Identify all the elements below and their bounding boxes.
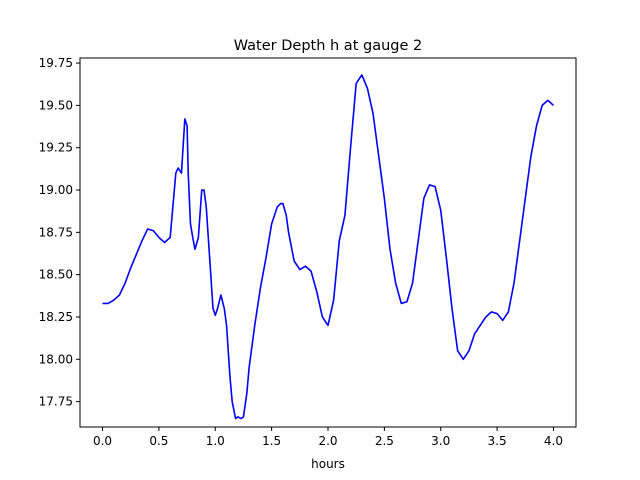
- y-tick-label: 19.00: [39, 183, 73, 197]
- y-tick-label: 18.00: [39, 352, 73, 366]
- y-tick-label: 18.25: [39, 310, 73, 324]
- chart-title: Water Depth h at gauge 2: [234, 38, 422, 54]
- x-tick-label: 1.5: [262, 434, 281, 448]
- plot-area: [102, 74, 554, 420]
- x-tick-label: 3.5: [488, 434, 507, 448]
- x-axis: 0.0 0.5 1.0 1.5 2.0 2.5 3.0 3.5 4.0: [93, 427, 563, 448]
- x-tick-label: 1.0: [206, 434, 225, 448]
- x-tick-label: 0.0: [93, 434, 112, 448]
- x-axis-label: hours: [311, 457, 345, 471]
- x-tick-label: 3.0: [431, 434, 450, 448]
- y-tick-label: 19.50: [39, 98, 73, 112]
- x-tick-label: 0.5: [149, 434, 168, 448]
- x-tick-label: 4.0: [544, 434, 563, 448]
- y-tick-label: 18.75: [39, 225, 73, 239]
- y-tick-label: 18.50: [39, 268, 73, 282]
- y-axis: 17.75 18.00 18.25 18.50 18.75 19.00 19.25 19.50…: [39, 56, 80, 409]
- x-tick-label: 2.0: [318, 434, 337, 448]
- y-tick-label: 19.75: [39, 56, 73, 70]
- y-tick-label: 17.75: [39, 395, 73, 409]
- y-tick-label: 19.25: [39, 141, 73, 155]
- x-tick-label: 2.5: [375, 434, 394, 448]
- series-line: [102, 74, 554, 420]
